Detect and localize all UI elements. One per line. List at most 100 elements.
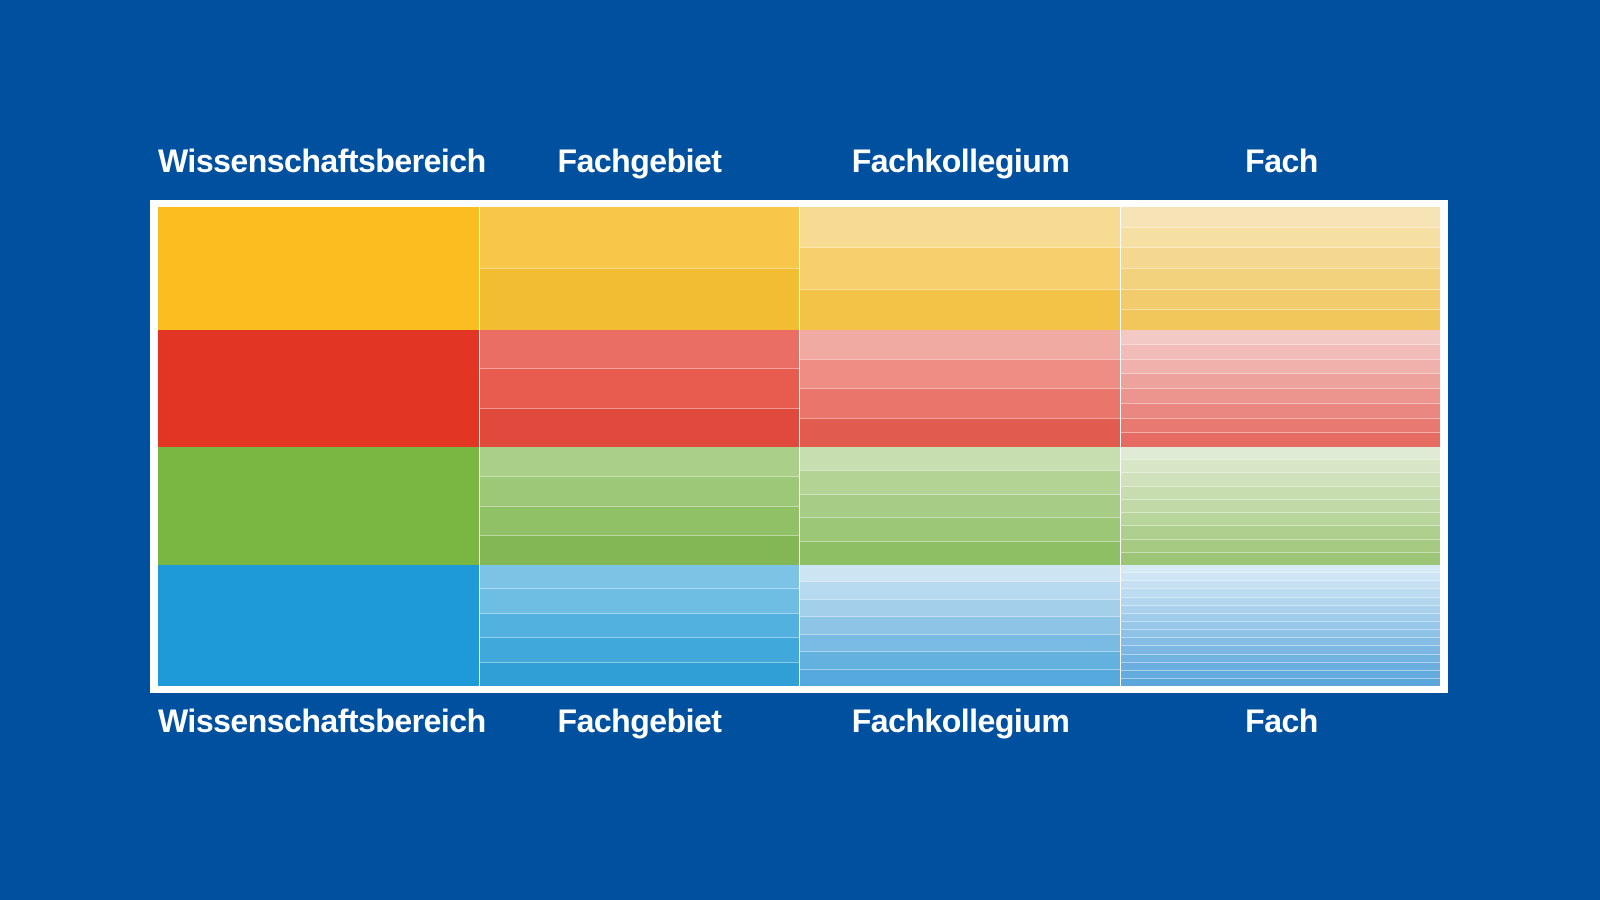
area-green-fachkollegium-cell-5 bbox=[800, 541, 1120, 565]
label-fachkollegium-bottom: Fachkollegium bbox=[851, 703, 1070, 739]
area-green-fach-column bbox=[1119, 447, 1440, 565]
area-blue-wissenschaftsbereich-cell-1 bbox=[158, 565, 479, 686]
area-blue-fachkollegium-column bbox=[799, 565, 1120, 686]
area-blue-fach-cell-10 bbox=[1120, 637, 1440, 646]
area-green-fach-cell-4 bbox=[1120, 485, 1440, 499]
area-red-fach-cell-3 bbox=[1120, 358, 1440, 374]
area-blue-fachkollegium-cell-2 bbox=[800, 581, 1120, 599]
area-yellow-fachkollegium-cell-1 bbox=[800, 207, 1120, 248]
area-green-fach-cell-2 bbox=[1120, 459, 1440, 473]
area-red-fachgebiet-cell-2 bbox=[479, 368, 799, 408]
area-green-fachkollegium-cell-4 bbox=[800, 517, 1120, 542]
area-green-fach-cell-9 bbox=[1120, 551, 1440, 565]
area-green-fach-cell-1 bbox=[1120, 447, 1440, 460]
area-red-fachkollegium-cell-4 bbox=[800, 417, 1120, 447]
area-blue-fach-cell-11 bbox=[1120, 645, 1440, 654]
area-yellow-fach-cell-4 bbox=[1120, 268, 1440, 289]
area-blue-fachgebiet-cell-4 bbox=[479, 637, 799, 662]
label-fach-bottom: Fach bbox=[1245, 703, 1318, 739]
area-blue-fach-cell-8 bbox=[1120, 620, 1440, 630]
area-yellow-fachgebiet-cell-2 bbox=[479, 268, 799, 330]
area-blue-fachkollegium-cell-7 bbox=[800, 668, 1120, 686]
column-header-row-top: Wissenschaftsbereich Fachgebiet Fachkoll… bbox=[158, 139, 1442, 183]
area-green-fachkollegium-cell-3 bbox=[800, 493, 1120, 518]
area-yellow-fach-cell-3 bbox=[1120, 247, 1440, 269]
area-yellow-fach-cell-2 bbox=[1120, 226, 1440, 248]
diagram-grid bbox=[158, 207, 1440, 687]
label-fachgebiet-bottom: Fachgebiet bbox=[557, 703, 722, 739]
area-green-fach-cell-6 bbox=[1120, 512, 1440, 526]
area-blue-fach-cell-14 bbox=[1120, 669, 1440, 678]
area-blue-fach-cell-1 bbox=[1120, 565, 1440, 573]
area-yellow-fachkollegium-cell-2 bbox=[800, 247, 1120, 289]
area-yellow-fach-cell-6 bbox=[1120, 309, 1440, 331]
area-green-fachgebiet-cell-4 bbox=[479, 535, 799, 565]
column-header-row-bottom: Wissenschaftsbereich Fachgebiet Fachkoll… bbox=[158, 699, 1442, 743]
area-red-fachgebiet-cell-1 bbox=[479, 330, 799, 369]
area-red-fach-cell-6 bbox=[1120, 402, 1440, 418]
area-blue-fach-cell-13 bbox=[1120, 661, 1440, 670]
area-red-fach-cell-7 bbox=[1120, 417, 1440, 433]
area-green-fachgebiet-cell-3 bbox=[479, 505, 799, 536]
area-blue-fach-cell-2 bbox=[1120, 572, 1440, 581]
area-red-fachgebiet-cell-3 bbox=[479, 407, 799, 447]
label-fachkollegium-top: Fachkollegium bbox=[851, 143, 1070, 179]
area-row-blue bbox=[158, 565, 1440, 687]
area-red-wissenschaftsbereich-column bbox=[158, 330, 479, 447]
area-green-fachkollegium-cell-1 bbox=[800, 447, 1120, 470]
area-red-fachkollegium-cell-2 bbox=[800, 358, 1120, 388]
area-red-fach-cell-8 bbox=[1120, 432, 1440, 447]
area-blue-fach-cell-12 bbox=[1120, 653, 1440, 662]
area-red-fach-cell-4 bbox=[1120, 373, 1440, 388]
area-red-wissenschaftsbereich-cell-1 bbox=[158, 330, 479, 447]
label-wissenschaftsbereich-bottom: Wissenschaftsbereich bbox=[158, 703, 486, 739]
area-yellow-fach-column bbox=[1119, 207, 1440, 331]
area-green-fachkollegium-cell-2 bbox=[800, 469, 1120, 494]
area-green-wissenschaftsbereich-cell-1 bbox=[158, 447, 479, 565]
area-blue-fachkollegium-cell-3 bbox=[800, 598, 1120, 617]
area-red-fachkollegium-cell-1 bbox=[800, 330, 1120, 359]
area-green-wissenschaftsbereich-column bbox=[158, 447, 479, 565]
area-yellow-fach-cell-5 bbox=[1120, 288, 1440, 310]
label-fach-top: Fach bbox=[1245, 143, 1318, 179]
area-red-fach-column bbox=[1119, 330, 1440, 447]
area-blue-fachkollegium-cell-1 bbox=[800, 565, 1120, 582]
area-yellow-fachkollegium-cell-3 bbox=[800, 288, 1120, 330]
area-green-fachgebiet-cell-2 bbox=[479, 475, 799, 506]
area-blue-fachgebiet-cell-1 bbox=[479, 565, 799, 589]
area-blue-fach-cell-3 bbox=[1120, 580, 1440, 589]
label-fachgebiet-top: Fachgebiet bbox=[557, 143, 722, 179]
area-yellow-fachgebiet-column bbox=[478, 207, 799, 330]
area-green-fachkollegium-column bbox=[799, 447, 1120, 565]
area-red-fach-cell-1 bbox=[1120, 330, 1440, 344]
area-yellow-fachkollegium-column bbox=[799, 207, 1120, 330]
area-yellow-fach-cell-1 bbox=[1120, 207, 1440, 227]
area-yellow-fachgebiet-cell-1 bbox=[479, 207, 799, 268]
area-green-fachgebiet-cell-1 bbox=[479, 447, 799, 476]
area-blue-fachkollegium-cell-6 bbox=[800, 651, 1120, 669]
area-green-fach-cell-3 bbox=[1120, 472, 1440, 486]
area-yellow-wissenschaftsbereich-cell-1 bbox=[158, 207, 479, 330]
label-wissenschaftsbereich-top: Wissenschaftsbereich bbox=[158, 143, 486, 179]
area-blue-fach-cell-5 bbox=[1120, 596, 1440, 605]
area-row-yellow bbox=[158, 207, 1440, 331]
area-blue-fachgebiet-column bbox=[478, 565, 799, 687]
area-blue-fachkollegium-cell-4 bbox=[800, 616, 1120, 634]
area-blue-fachgebiet-cell-2 bbox=[479, 588, 799, 613]
area-red-fachkollegium-column bbox=[799, 330, 1120, 447]
hierarchy-diagram bbox=[150, 200, 1448, 693]
area-green-fach-cell-5 bbox=[1120, 498, 1440, 513]
area-blue-fach-cell-6 bbox=[1120, 604, 1440, 613]
area-blue-fach-cell-15 bbox=[1120, 677, 1440, 687]
area-blue-fach-cell-7 bbox=[1120, 612, 1440, 621]
area-blue-fach-cell-9 bbox=[1120, 629, 1440, 638]
area-red-fachgebiet-column bbox=[478, 330, 799, 447]
area-green-fach-cell-7 bbox=[1120, 525, 1440, 539]
area-blue-fach-cell-4 bbox=[1120, 588, 1440, 597]
area-yellow-wissenschaftsbereich-column bbox=[158, 207, 479, 330]
area-row-red bbox=[158, 330, 1440, 447]
area-blue-fachgebiet-cell-3 bbox=[479, 612, 799, 638]
area-red-fach-cell-5 bbox=[1120, 388, 1440, 403]
area-blue-fachgebiet-cell-5 bbox=[479, 661, 799, 687]
area-blue-fach-column bbox=[1119, 565, 1440, 687]
